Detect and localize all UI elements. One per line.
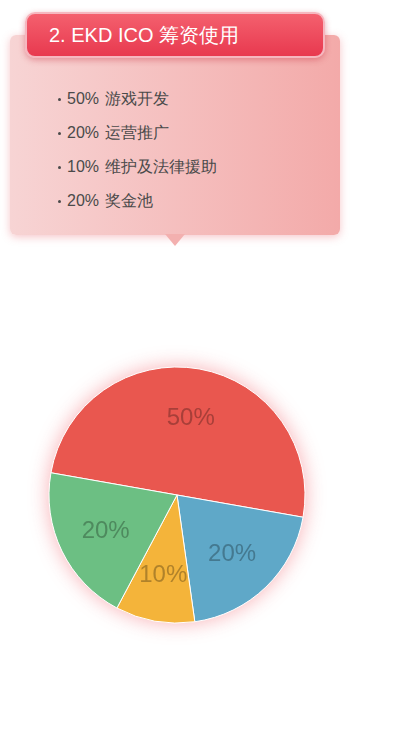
html-text:2. EKD ICO 筹资使用: 2. EKD ICO 筹资使用 [49,24,239,46]
svg-text:10%: 10% [139,560,187,587]
html-text:20% 奖金池: 20% 奖金池 [67,191,153,209]
html-text:20% 运营推广: 20% 运营推广 [67,123,169,141]
html-text:50% 游戏开发: 50% 游戏开发 [67,89,169,107]
svg-text:20%: 20% [82,516,130,543]
svg-text:50%: 50% [167,403,215,430]
svg-text:20%: 20% [208,539,256,566]
html-text:10% 维护及法律援助: 10% 维护及法律援助 [67,157,217,175]
